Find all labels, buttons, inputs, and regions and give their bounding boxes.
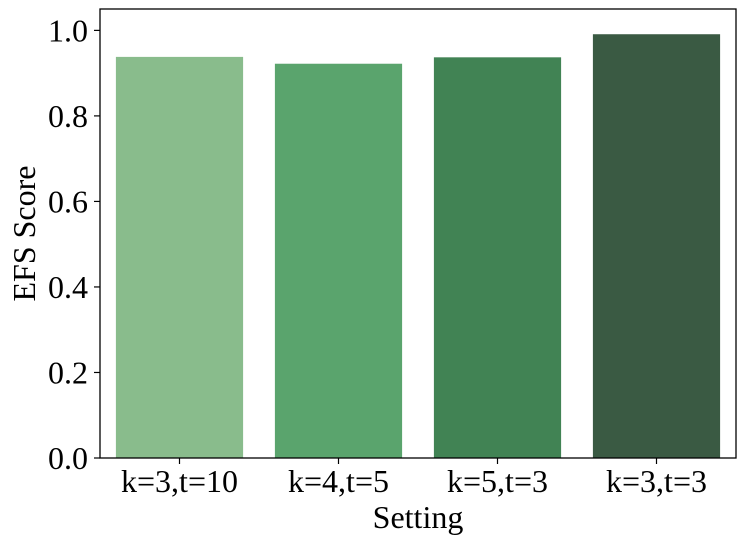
x-tick-label: k=5,t=3 [447, 463, 548, 499]
x-tick-label: k=3,t=3 [606, 463, 707, 499]
y-axis-label: EFS Score [6, 166, 42, 302]
x-tick-label: k=4,t=5 [288, 463, 389, 499]
bar-1 [274, 63, 403, 459]
y-tick-label: 0.2 [48, 354, 88, 390]
bar-2 [433, 57, 562, 458]
y-tick-label: 0.0 [48, 440, 88, 476]
x-tick-label: k=3,t=10 [121, 463, 238, 499]
plot-frame [99, 8, 737, 459]
bar-0 [115, 56, 244, 458]
y-tick-label: 1.0 [48, 12, 88, 48]
x-axis-label: Setting [373, 499, 464, 535]
bars-group [115, 34, 721, 459]
bar-3 [592, 34, 721, 458]
y-tick-label: 0.6 [48, 183, 88, 219]
x-ticks-group: k=3,t=10 k=4,t=5 k=5,t=3 k=3,t=3 [121, 458, 707, 499]
y-tick-label: 0.4 [48, 269, 88, 305]
y-ticks-group: 0.0 0.2 0.4 0.6 0.8 1.0 [48, 12, 100, 476]
y-tick-label: 0.8 [48, 98, 88, 134]
